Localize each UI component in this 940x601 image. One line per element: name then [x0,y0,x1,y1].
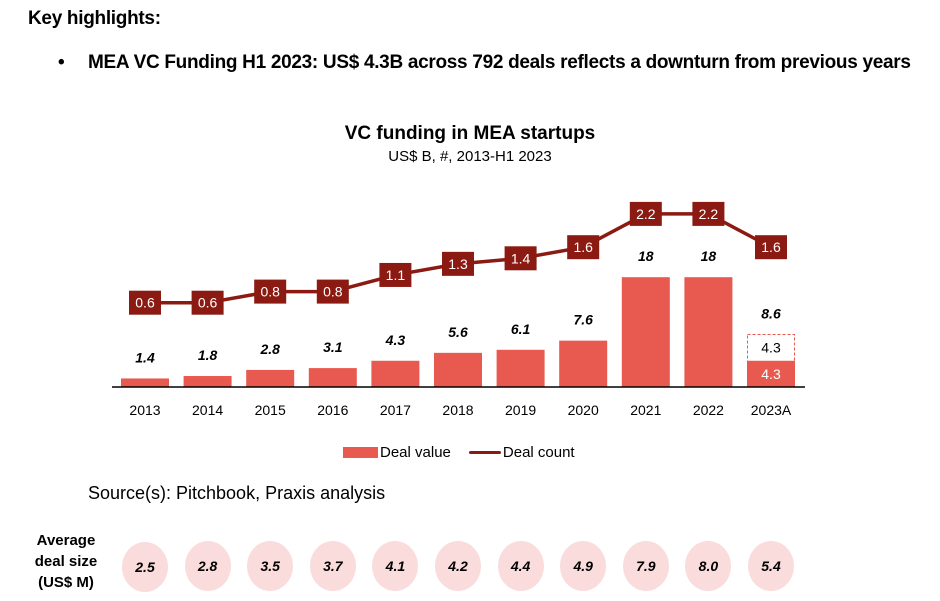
deal-count-label: 1.4 [511,250,531,266]
x-tick-label: 2021 [630,402,661,418]
avg-label-line: deal size [34,553,98,570]
avg-label-line: Average [36,532,96,549]
bar-deal-value [496,349,545,387]
deal-count-marker [567,235,600,260]
deal-count-marker [316,279,349,304]
deal-count-label: 0.6 [198,295,218,311]
bar-deal-value [371,360,420,387]
average-deal-size-bubble: 2.5 [122,542,168,592]
average-deal-size-bubble: 8.0 [685,541,732,591]
bar-deal-value [308,368,357,387]
x-tick-label: 2018 [442,402,473,418]
bar-deal-value [621,277,670,387]
x-tick-label: 2015 [255,402,286,418]
x-tick-label: 2023A [751,402,792,418]
legend-deal-count-label: Deal count [502,444,575,461]
average-deal-size-bubble: 2.8 [184,541,231,591]
bar-deal-value [434,352,482,387]
avg-label-line: (US$ M) [38,574,94,591]
deal-count-marker [629,201,662,226]
legend-deal-value-swatch [343,447,378,458]
average-deal-size-bubble: 4.9 [560,541,607,591]
deal-count-label: 0.8 [260,284,280,300]
bar-value-label: 6.1 [511,321,531,337]
x-tick-label: 2022 [693,402,724,418]
deal-count-label: 1.3 [448,256,468,272]
x-tick-label: 2020 [568,402,599,418]
deal-count-label: 2.2 [699,206,719,222]
bar-deal-value-actual [747,360,795,387]
bar-deal-value [183,376,232,387]
source-note: Source(s): Pitchbook, Praxis analysis [88,483,386,503]
x-tick-label: 2017 [380,402,411,418]
deal-count-marker [379,262,412,287]
bar-value-label: 3.1 [323,339,343,355]
highlight-text: MEA VC Funding H1 2023: US$ 4.3B across … [88,52,911,73]
average-deal-size-bubble: 4.2 [435,541,481,591]
deal-count-marker [442,251,474,276]
deal-count-label: 0.6 [135,295,155,311]
average-deal-size-bubble: 7.9 [622,541,669,591]
average-deal-size-bubble: 4.1 [372,541,419,591]
bullet-marker: • [58,52,65,73]
deal-count-label: 0.8 [323,284,343,300]
deal-count-marker [129,290,161,315]
bar-actual-label: 4.3 [761,366,781,382]
bar-deal-value [559,340,608,387]
bar-value-label: 5.6 [448,324,468,340]
bar-projected-label: 4.3 [761,340,781,356]
bar-value-label: 2.8 [259,341,280,357]
x-tick-label: 2019 [505,402,536,418]
bar-value-label: 4.3 [385,332,406,348]
chart-title: VC funding in MEA startups [344,123,596,144]
bar-value-label: 18 [638,248,654,264]
legend-deal-value-label: Deal value [380,444,451,461]
x-tick-label: 2013 [129,402,160,418]
bar-value-label: 7.6 [573,312,593,328]
deal-count-label: 1.6 [573,239,593,255]
deal-count-marker [254,279,287,304]
bar-deal-value [246,369,295,387]
bar-total-label: 8.6 [761,306,781,322]
chart-legend: Deal value Deal count [343,444,575,461]
deal-count-marker [191,290,224,315]
x-tick-label: 2014 [192,402,223,418]
deal-count-label: 1.1 [386,267,406,283]
deal-count-label: 2.2 [636,206,656,222]
chart-subtitle: US$ B, #, 2013-H1 2023 [388,148,552,165]
bar-value-label: 18 [701,248,717,264]
bar-deal-value [121,378,169,387]
deal-count-marker [692,201,725,226]
average-deal-size-bubble: 4.4 [497,541,544,591]
bar-deal-value [684,277,733,387]
deal-count-marker [755,235,787,260]
legend-deal-count-swatch [468,451,501,454]
deal-count-label: 1.6 [761,239,781,255]
key-highlights-heading: Key highlights: [28,8,161,29]
bar-value-label: 1.8 [198,347,218,363]
average-deal-size-bubble: 5.4 [748,541,794,591]
average-deal-size-label: Average deal size (US$ M) [24,530,108,593]
x-tick-label: 2016 [317,402,348,418]
average-deal-size-bubble: 3.5 [247,541,294,591]
deal-count-marker [504,246,537,271]
bar-value-label: 1.4 [135,349,155,365]
average-deal-size-bubble: 3.7 [309,541,356,591]
